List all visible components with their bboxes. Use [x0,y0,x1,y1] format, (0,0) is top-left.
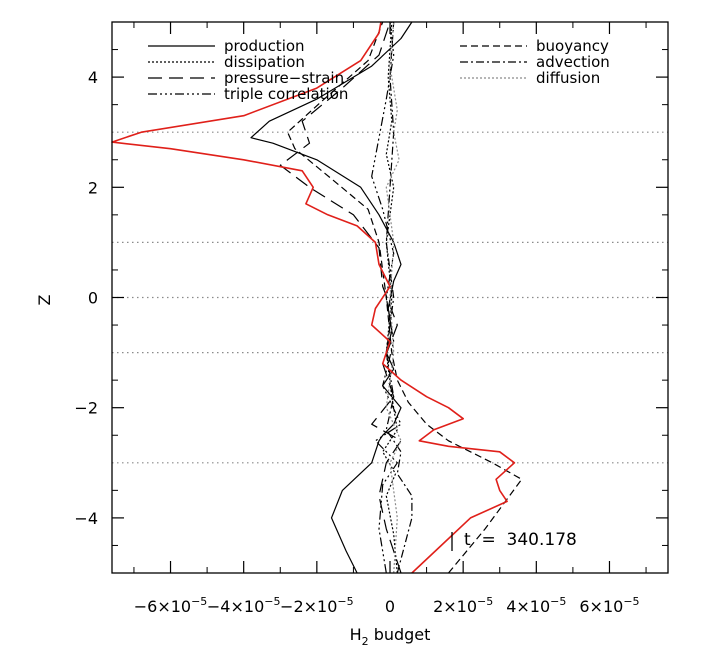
x-tick-label: 0 [385,597,395,616]
legend-label: production [224,37,305,55]
series-line-advection [385,21,413,574]
series-line-pressure-strain [279,21,402,574]
legend-label: advection [536,53,610,71]
ticks [112,22,668,573]
x-tick-label: 4×10−5 [506,595,566,616]
y-tick-label: 2 [88,178,98,197]
x-axis-title: H2 budget [350,625,431,648]
x-tick-label: −4×10−5 [207,595,281,616]
y-tick-label: −4 [74,509,98,528]
legend-label: diffusion [536,69,600,87]
series-line-buoyancy [287,21,523,574]
y-axis-title: Z [35,294,54,305]
legend: productiondissipationpressure−straintrip… [148,37,610,103]
series-line-red [111,21,516,574]
y-tick-label: 0 [88,289,98,308]
legend-label: triple correlation [224,85,348,103]
x-tick-label: 6×10−5 [579,595,639,616]
legend-label: buoyancy [536,37,609,55]
series-line-triple-correlation [371,21,402,574]
y-tick-label: −2 [74,399,98,418]
legend-label: pressure−strain [224,69,344,87]
series-lines [111,21,523,574]
y-tick-label: 4 [88,68,98,87]
x-tick-label: 2×10−5 [433,595,493,616]
x-tick-label: −6×10−5 [134,595,208,616]
x-tick-label: −2×10−5 [280,595,354,616]
series-line-dissipation [382,21,398,574]
tick-labels: −4 −2 0 2 4 −6×10−5 −4×10−5 −2×10−5 0 2×10−5 4×10−… [74,68,639,616]
time-annotation: t = 340.178 [464,530,577,550]
legend-label: dissipation [224,53,305,71]
